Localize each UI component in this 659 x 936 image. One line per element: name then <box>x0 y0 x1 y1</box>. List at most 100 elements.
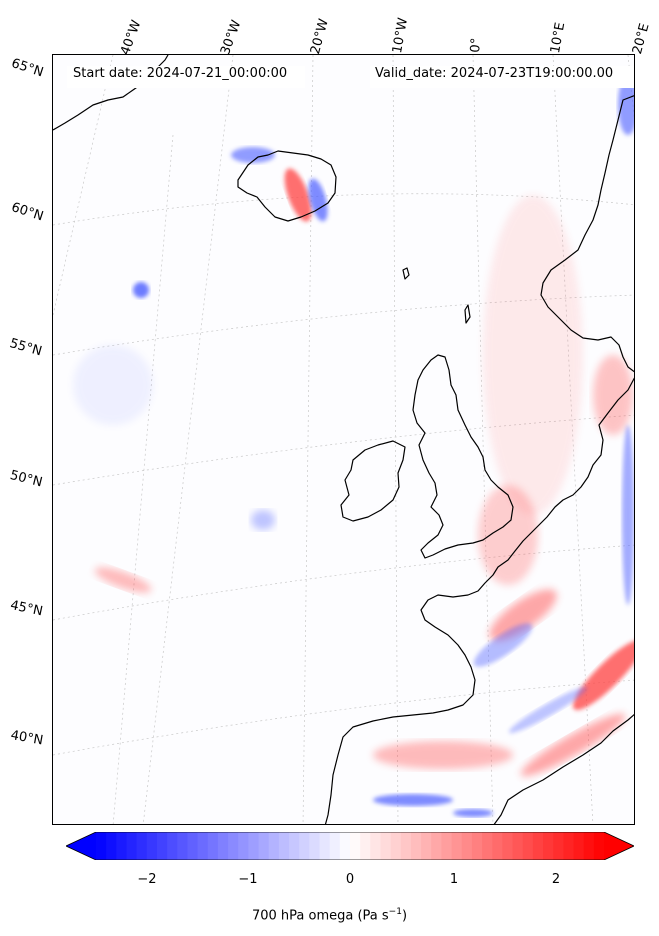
colorbar-band <box>177 832 188 860</box>
colorbar-band <box>532 832 544 860</box>
colorbar-band <box>522 832 534 860</box>
valid-date-box <box>370 66 634 88</box>
lon-label-30w: 30°W <box>218 18 245 58</box>
colorbar-band <box>390 832 402 860</box>
colorbar-band <box>187 832 199 860</box>
colorbar-tick-neg1: −1 <box>238 872 258 887</box>
colorbar-band <box>268 832 280 860</box>
colorbar-band <box>492 832 503 860</box>
colorbar-label-exponent: −1 <box>388 907 402 917</box>
colorbar-band <box>573 832 585 860</box>
map-panel <box>52 54 635 825</box>
meridian-30w <box>142 55 234 824</box>
colorbar-band <box>248 832 260 860</box>
colorbar-band <box>360 832 371 860</box>
colorbar-band <box>400 832 412 860</box>
colorbar <box>66 832 634 860</box>
lat-label-45n: 45°N <box>8 598 45 620</box>
colorbar-band <box>380 832 392 860</box>
meridian-10w <box>392 55 399 824</box>
colorbar-band <box>583 832 595 860</box>
colorbar-band <box>339 832 351 860</box>
ireland-coast <box>340 440 406 522</box>
omega-field-map <box>53 55 634 824</box>
lon-label-0: 0° <box>468 37 485 54</box>
colorbar-band <box>451 832 463 860</box>
lat-label-65n: 65°N <box>9 56 46 81</box>
colorbar-band <box>146 832 158 860</box>
faroe-islands <box>402 267 410 280</box>
colorbar-band <box>278 832 290 860</box>
colorbar-label-prefix: 700 hPa omega (Pa s <box>251 908 389 924</box>
lon-label-20w: 20°W <box>308 17 332 56</box>
colorbar-extend-low <box>66 832 96 860</box>
start-date-text: Start date: 2024-07-21_00:00:00 <box>73 66 288 81</box>
colorbar-band <box>553 832 564 860</box>
colorbar-label-suffix: ) <box>401 908 408 924</box>
lon-label-10w: 10°W <box>390 16 412 55</box>
colorbar-band <box>289 832 300 860</box>
colorbar-band <box>471 832 483 860</box>
colorbar-band <box>482 832 493 860</box>
coastlines <box>53 55 634 824</box>
western-europe-coast <box>324 377 634 824</box>
meridian-20w <box>302 55 314 824</box>
colorbar-band <box>238 832 249 860</box>
colorbar-tick-0: 0 <box>345 872 355 887</box>
colorbar-band <box>258 832 270 860</box>
colorbar-band <box>116 832 127 860</box>
colorbar-band <box>106 832 117 860</box>
shetland <box>464 304 471 324</box>
colorbar-band <box>197 832 209 860</box>
colorbar-band <box>329 832 341 860</box>
start-date-box <box>67 66 305 88</box>
spain-mediterranean-coast <box>493 713 634 824</box>
lon-label-40w: 40°W <box>118 18 145 58</box>
greenland-coast <box>53 55 169 131</box>
colorbar-band <box>299 832 310 860</box>
scandinavia-coast <box>540 95 634 373</box>
lat-label-50n: 50°N <box>8 468 44 491</box>
colorbar-band <box>502 832 514 860</box>
colorbar-band <box>156 832 168 860</box>
iceland-coast <box>237 150 337 222</box>
colorbar-extend-high <box>604 832 634 860</box>
lat-label-40n: 40°N <box>9 728 45 749</box>
sinking-anomalies <box>94 168 634 777</box>
lon-label-10e: 10°E <box>548 21 569 55</box>
colorbar-band <box>309 832 321 860</box>
colorbar-band <box>228 832 239 860</box>
colorbar-band <box>136 832 148 860</box>
rising-anomalies <box>73 75 634 817</box>
parallel-60n <box>53 193 634 226</box>
lon-label-20e: 20°E <box>630 21 653 56</box>
colorbar-bands <box>66 832 634 860</box>
lat-label-55n: 55°N <box>7 336 44 360</box>
meridian-40w <box>53 55 174 824</box>
colorbar-band <box>207 832 219 860</box>
meridian-0 <box>472 55 494 824</box>
colorbar-band <box>126 832 138 860</box>
colorbar-band <box>441 832 453 860</box>
colorbar-band <box>217 832 229 860</box>
great-britain-coast <box>412 354 514 559</box>
colorbar-band <box>410 832 422 860</box>
colorbar-band <box>96 832 107 860</box>
colorbar-band <box>350 832 361 860</box>
colorbar-label: 700 hPa omega (Pa s−1) <box>0 907 659 923</box>
lat-label-60n: 60°N <box>9 200 46 225</box>
colorbar-band <box>543 832 554 860</box>
parallel-40n <box>53 679 634 756</box>
colorbar-band <box>512 832 524 860</box>
colorbar-tick-2: 2 <box>551 872 561 887</box>
colorbar-band <box>319 832 331 860</box>
valid-date-text: Valid_date: 2024-07-23T19:00:00.00 <box>375 66 614 81</box>
colorbar-tick-neg2: −2 <box>137 872 157 887</box>
colorbar-band <box>431 832 442 860</box>
colorbar-band <box>563 832 575 860</box>
colorbar-tick-1: 1 <box>449 872 459 887</box>
colorbar-band <box>370 832 381 860</box>
colorbar-band <box>167 832 178 860</box>
colorbar-band <box>593 832 605 860</box>
colorbar-band <box>421 832 432 860</box>
